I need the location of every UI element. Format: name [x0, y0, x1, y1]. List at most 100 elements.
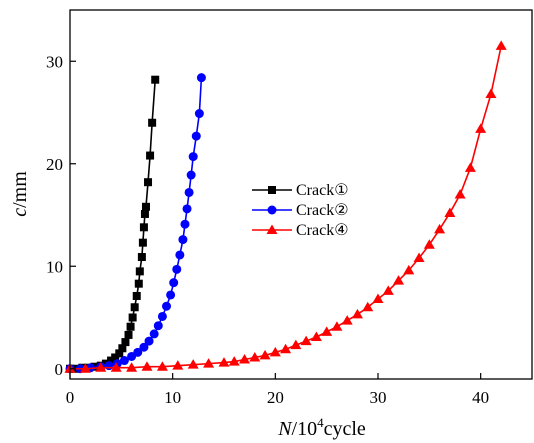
series-3: [64, 40, 507, 373]
data-point: [166, 290, 176, 300]
legend-label: Crack①: [296, 182, 349, 199]
data-point: [218, 357, 230, 367]
data-point: [118, 344, 127, 353]
data-point: [444, 207, 456, 217]
data-point: [146, 151, 155, 160]
data-point: [134, 279, 143, 288]
data-point: [144, 178, 153, 187]
data-point: [269, 346, 281, 357]
data-point: [186, 170, 196, 180]
data-point: [372, 293, 384, 304]
data-point: [144, 336, 154, 346]
data-point: [119, 356, 129, 366]
data-point: [182, 204, 192, 214]
x-tick-label: 0: [66, 388, 75, 407]
x-tick-label: 30: [370, 388, 387, 407]
data-point: [104, 361, 114, 371]
data-point: [300, 335, 312, 346]
x-tick-label: 40: [472, 388, 489, 407]
data-point: [403, 264, 415, 275]
data-point: [475, 123, 487, 133]
ticks-layer: 0 10 20 30 40 0 10 20 30: [46, 52, 489, 407]
data-point: [115, 349, 124, 358]
data-point: [128, 313, 137, 322]
data-point: [464, 162, 476, 172]
data-point: [156, 361, 168, 371]
data-point: [151, 75, 160, 84]
data-point: [188, 152, 198, 162]
data-point: [148, 118, 157, 127]
data-point: [331, 321, 343, 331]
plot-frame: [69, 9, 533, 380]
series-1: [66, 75, 160, 373]
data-point: [124, 330, 133, 339]
legend-label: Crack②: [296, 202, 349, 219]
data-point: [239, 354, 251, 364]
data-point: [157, 311, 167, 321]
data-point: [178, 235, 188, 245]
data-point: [413, 252, 425, 263]
data-point: [130, 303, 139, 312]
y-axis-label-var: c: [9, 208, 31, 217]
y-tick-label: 20: [46, 155, 63, 174]
y-tick-label: 10: [46, 257, 63, 276]
data-point: [107, 356, 116, 365]
data-point: [141, 361, 153, 371]
data-point: [280, 343, 292, 354]
x-axis-label-var: N: [277, 418, 293, 440]
data-point: [228, 356, 240, 366]
legend-item: Crack④: [252, 222, 349, 239]
data-point: [454, 189, 466, 199]
data-point: [95, 362, 107, 372]
x-axis-label-unit-sup: 4: [317, 415, 324, 430]
data-point: [141, 202, 150, 211]
data-point: [351, 308, 363, 319]
data-point: [180, 219, 190, 229]
data-point: [249, 351, 261, 362]
data-point: [485, 88, 497, 99]
data-point: [341, 315, 353, 325]
data-point: [290, 339, 302, 350]
data-point: [126, 322, 135, 331]
data-point: [175, 250, 185, 260]
x-tick-label: 20: [267, 388, 284, 407]
data-point: [111, 353, 120, 362]
data-point: [133, 347, 143, 357]
legend-item: Crack②: [252, 202, 349, 219]
y-tick-label: 30: [46, 52, 63, 71]
y-axis-label: c/mm: [9, 171, 31, 217]
data-point: [126, 362, 138, 372]
data-point: [110, 362, 122, 372]
data-point: [196, 73, 206, 83]
series-layer: [64, 40, 507, 374]
y-axis-label-unit: /mm: [9, 171, 31, 208]
y-tick-label: 0: [55, 360, 64, 379]
data-point: [194, 109, 204, 119]
x-axis-label-unit-pre: /10: [292, 418, 318, 440]
data-point: [423, 239, 435, 249]
data-point: [140, 209, 149, 218]
data-point: [203, 358, 215, 368]
legend-marker: [268, 186, 276, 194]
legend-marker: [266, 224, 278, 234]
data-point: [149, 329, 159, 339]
data-point: [139, 223, 148, 232]
data-point: [132, 291, 141, 300]
data-point: [362, 301, 374, 312]
data-point: [169, 278, 179, 288]
data-point: [184, 187, 194, 197]
data-point: [321, 326, 333, 336]
data-point: [393, 275, 405, 285]
data-point: [172, 264, 182, 274]
x-axis-label-unit-post: cycle: [324, 418, 366, 440]
data-point: [138, 238, 147, 247]
data-point: [172, 360, 184, 370]
data-point: [79, 363, 91, 373]
x-tick-label: 10: [164, 388, 181, 407]
data-point: [137, 253, 146, 262]
data-point: [187, 359, 199, 369]
data-point: [434, 223, 446, 234]
data-point: [259, 349, 271, 360]
data-point: [153, 321, 163, 331]
